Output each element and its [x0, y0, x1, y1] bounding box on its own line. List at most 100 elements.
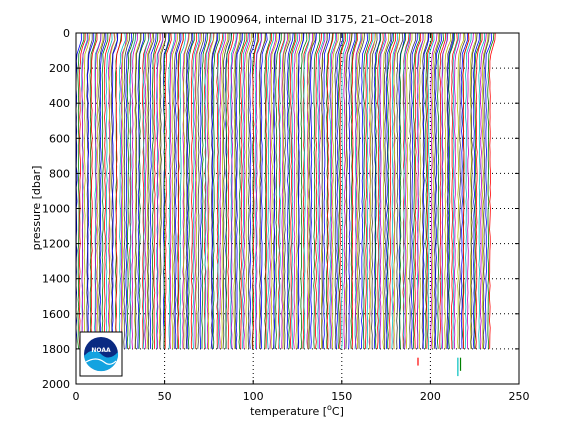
- profile-line: [121, 32, 129, 349]
- profile-line: [137, 32, 144, 349]
- x-tick-label: 200: [420, 390, 441, 403]
- profile-line: [204, 32, 211, 349]
- profile-line: [323, 32, 330, 349]
- profile-line: [146, 32, 154, 349]
- profile-line: [365, 32, 373, 349]
- profile-line: [405, 33, 413, 349]
- profile-line: [325, 32, 333, 349]
- profile-line: [255, 32, 262, 349]
- profile-line: [259, 33, 266, 349]
- profile-line: [302, 32, 310, 349]
- profile-line: [337, 32, 345, 349]
- profile-line: [283, 32, 291, 349]
- profile-line: [199, 32, 207, 349]
- profile-line: [470, 32, 478, 349]
- y-tick-label: 1200: [42, 238, 70, 251]
- profile-line: [460, 32, 468, 349]
- y-tick-label: 0: [63, 27, 70, 40]
- profile-line: [286, 32, 294, 349]
- profile-line: [382, 32, 390, 349]
- profile-line: [315, 32, 323, 349]
- profile-line: [260, 32, 268, 349]
- profile-line: [282, 32, 290, 349]
- profile-line: [384, 33, 392, 349]
- profile-line: [334, 32, 342, 349]
- profile-line: [393, 32, 400, 349]
- profile-line: [238, 32, 246, 349]
- profile-line: [326, 32, 334, 349]
- profile-line: [247, 33, 254, 349]
- profile-line: [487, 32, 495, 349]
- profile-line: [297, 33, 304, 349]
- profile-line: [457, 33, 465, 349]
- profile-line: [222, 32, 230, 349]
- profile-line: [243, 32, 251, 349]
- profile-line: [153, 33, 161, 349]
- profile-line: [393, 33, 400, 349]
- profile-line: [402, 33, 410, 349]
- profile-line: [149, 32, 157, 349]
- profile-line: [426, 32, 434, 349]
- profile-line: [351, 32, 358, 349]
- y-tick-label: 200: [49, 62, 70, 75]
- profile-line: [134, 32, 141, 349]
- profile-line: [361, 32, 369, 349]
- profile-line: [171, 32, 179, 349]
- profile-line: [235, 32, 243, 349]
- profile-line: [448, 32, 455, 349]
- profile-line: [310, 32, 317, 349]
- profile-line: [437, 32, 444, 349]
- plot-frame: [75, 32, 520, 385]
- profile-line: [110, 32, 118, 349]
- profile-line: [267, 32, 274, 349]
- profile-lines: [75, 32, 496, 349]
- profile-line: [210, 32, 218, 349]
- profile-line: [219, 32, 226, 349]
- profile-line: [288, 32, 296, 349]
- profile-line: [168, 32, 175, 349]
- x-tick-label: 0: [73, 390, 80, 403]
- profile-line: [474, 32, 482, 349]
- profile-line: [125, 32, 133, 349]
- x-tick-label: 50: [158, 390, 172, 403]
- y-tick-label: 400: [49, 97, 70, 110]
- profile-line: [482, 32, 490, 349]
- profile-line: [99, 32, 107, 349]
- profile-line: [446, 32, 454, 349]
- profile-line: [227, 32, 235, 349]
- profile-line: [89, 32, 97, 349]
- profile-line: [447, 32, 455, 349]
- profile-line: [321, 32, 328, 349]
- profile-line: [264, 32, 271, 349]
- profile-line: [336, 32, 344, 349]
- y-tick-label: 800: [49, 167, 70, 180]
- x-axis-title-superscript: o: [327, 403, 332, 412]
- profile-line: [410, 32, 418, 349]
- profile-line: [396, 32, 404, 349]
- x-tick-label: 100: [243, 390, 264, 403]
- profile-line: [412, 32, 420, 349]
- profile-line: [164, 32, 172, 349]
- profile-line: [211, 32, 218, 349]
- profile-line: [469, 32, 477, 349]
- x-axis-title: temperature [oC]: [250, 403, 344, 418]
- profile-line: [230, 33, 237, 349]
- profile-line: [242, 32, 249, 349]
- profile-line: [399, 32, 406, 349]
- profile-line: [163, 32, 171, 349]
- profile-line: [278, 32, 286, 349]
- profile-line: [348, 33, 356, 349]
- profile-line: [425, 32, 432, 349]
- profile-line: [252, 32, 260, 349]
- profile-line: [118, 32, 126, 349]
- axis-ticks: 0 50 100 150 200 250 0 200 400 600 800 1000 1200 1400…: [42, 27, 530, 403]
- profile-line: [330, 32, 338, 349]
- profile-line: [186, 32, 194, 349]
- profile-line: [391, 32, 398, 349]
- y-tick-label: 1600: [42, 308, 70, 321]
- profile-line: [185, 32, 192, 349]
- profile-line: [192, 32, 200, 349]
- profile-line: [204, 33, 212, 349]
- profile-line: [339, 32, 347, 349]
- profile-line: [431, 32, 440, 349]
